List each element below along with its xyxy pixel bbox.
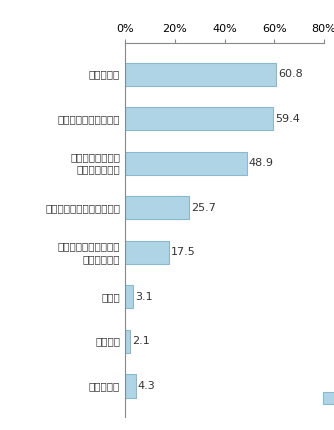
Text: 60.8: 60.8 — [278, 69, 303, 79]
Text: 分からない: 分からない — [89, 381, 120, 391]
Text: 専門的な技術、技能、知識: 専門的な技術、技能、知識 — [45, 203, 120, 213]
Bar — [125, 196, 189, 219]
Bar — [125, 107, 273, 130]
Text: 特にない: 特にない — [95, 336, 120, 347]
Text: 4.3: 4.3 — [138, 381, 156, 391]
Bar — [125, 241, 169, 264]
Text: 外国人労働者に求めるもの: 外国人労働者に求めるもの — [11, 11, 121, 26]
Text: 健康で働く意欲を
もっていること: 健康で働く意欲を もっていること — [70, 152, 120, 175]
Bar — [125, 63, 276, 86]
Text: その他: その他 — [102, 292, 120, 302]
Text: 59.4: 59.4 — [275, 114, 300, 124]
FancyBboxPatch shape — [323, 392, 334, 403]
Text: 日本語能力: 日本語能力 — [89, 69, 120, 79]
Text: 48.9: 48.9 — [249, 158, 274, 168]
Text: 2.1: 2.1 — [133, 336, 150, 347]
Text: 日本文化に対する理解: 日本文化に対する理解 — [58, 114, 120, 124]
Text: 25.7: 25.7 — [191, 203, 216, 213]
Text: 17.5: 17.5 — [171, 247, 195, 257]
Bar — [125, 285, 133, 308]
Text: 労働者が不足している
職で働くこと: 労働者が不足している 職で働くこと — [58, 241, 120, 264]
Text: 3.1: 3.1 — [135, 292, 153, 302]
Bar — [125, 152, 247, 175]
Bar — [125, 330, 131, 353]
Bar — [125, 375, 136, 397]
